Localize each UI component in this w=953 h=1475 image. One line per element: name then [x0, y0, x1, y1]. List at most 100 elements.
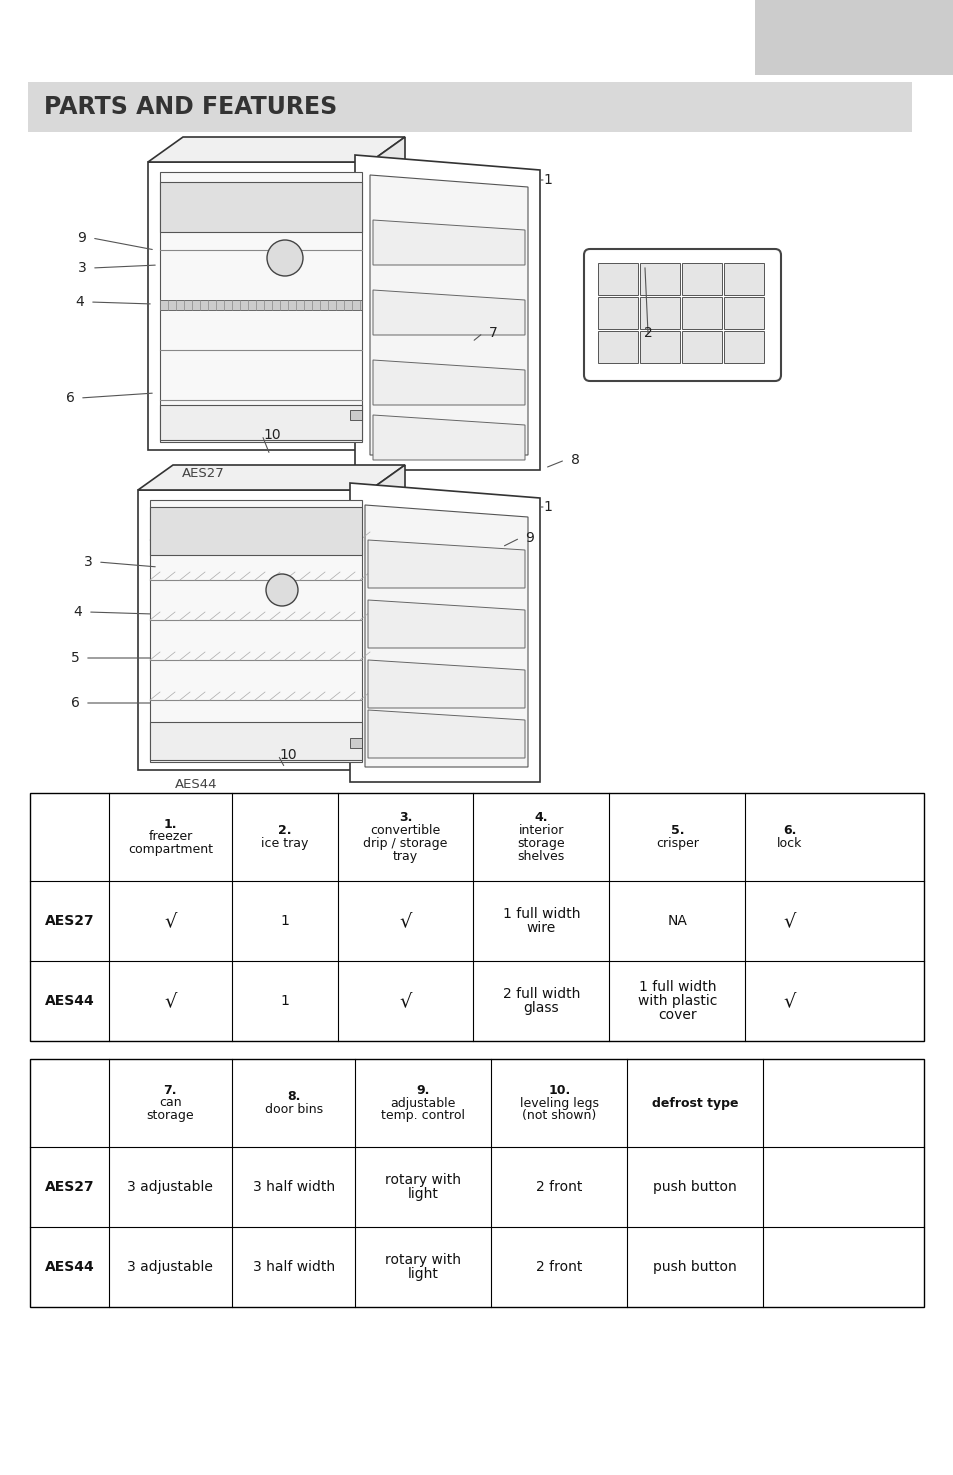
Text: rotary with: rotary with	[385, 1173, 461, 1187]
Polygon shape	[370, 176, 527, 454]
Bar	[681, 263, 721, 295]
Circle shape	[267, 240, 303, 276]
Text: storage: storage	[517, 836, 564, 850]
Polygon shape	[355, 155, 539, 471]
Bar	[30, 1059, 923, 1307]
Text: 1 full width: 1 full width	[638, 979, 716, 994]
Text: 6: 6	[71, 696, 79, 709]
Polygon shape	[138, 465, 405, 490]
Text: 2 front: 2 front	[536, 1260, 582, 1274]
Text: 1 full width: 1 full width	[502, 907, 579, 920]
Text: glass: glass	[523, 1002, 558, 1015]
Text: push button: push button	[653, 1180, 737, 1193]
Text: defrost type: defrost type	[651, 1096, 738, 1109]
Bar	[160, 173, 361, 442]
Bar	[639, 296, 679, 329]
Bar	[28, 83, 911, 131]
Text: light: light	[408, 1187, 438, 1201]
Bar	[681, 330, 721, 363]
Bar	[639, 330, 679, 363]
Text: PARTS AND FEATURES: PARTS AND FEATURES	[44, 94, 337, 119]
Text: 1: 1	[280, 994, 289, 1007]
Bar	[639, 263, 679, 295]
Bar	[598, 296, 638, 329]
Text: 2 full width: 2 full width	[502, 987, 579, 1002]
Text: AES44: AES44	[174, 777, 217, 791]
Bar	[723, 263, 763, 295]
FancyBboxPatch shape	[583, 249, 781, 381]
Text: 8.: 8.	[287, 1090, 300, 1103]
Polygon shape	[370, 465, 405, 770]
Text: AES44: AES44	[45, 1260, 94, 1274]
Text: 10.: 10.	[548, 1084, 570, 1096]
Text: √: √	[164, 991, 176, 1010]
Text: drip / storage: drip / storage	[363, 836, 447, 850]
Bar	[148, 162, 370, 450]
Polygon shape	[370, 137, 405, 450]
Bar	[150, 500, 361, 763]
Polygon shape	[365, 504, 527, 767]
Text: 2.: 2.	[277, 825, 292, 836]
Text: 10: 10	[263, 428, 280, 442]
Text: 3 half width: 3 half width	[253, 1180, 335, 1193]
Bar	[138, 490, 370, 770]
Text: cover: cover	[658, 1007, 696, 1022]
Text: 10: 10	[279, 748, 296, 763]
Bar	[160, 299, 361, 310]
Text: 9.: 9.	[416, 1084, 430, 1096]
Text: compartment: compartment	[128, 844, 213, 857]
Bar	[598, 330, 638, 363]
Text: 2 front: 2 front	[536, 1180, 582, 1193]
Text: 9: 9	[525, 531, 534, 544]
Text: ice tray: ice tray	[261, 836, 308, 850]
Text: 4: 4	[73, 605, 82, 620]
Text: storage: storage	[147, 1109, 194, 1122]
Circle shape	[266, 574, 297, 606]
Text: leveling legs: leveling legs	[519, 1096, 598, 1109]
Bar	[754, 0, 953, 75]
Text: temp. control: temp. control	[381, 1109, 465, 1122]
Text: freezer: freezer	[148, 830, 193, 844]
Text: 7: 7	[488, 326, 497, 341]
Text: 3 adjustable: 3 adjustable	[128, 1260, 213, 1274]
Text: √: √	[783, 991, 795, 1010]
Bar	[350, 738, 361, 748]
Bar	[681, 296, 721, 329]
Text: √: √	[783, 912, 795, 931]
Polygon shape	[368, 600, 524, 648]
Text: 3: 3	[84, 555, 92, 569]
Text: 3 half width: 3 half width	[253, 1260, 335, 1274]
Text: rotary with: rotary with	[385, 1252, 461, 1267]
Text: 8: 8	[570, 453, 578, 468]
Text: push button: push button	[653, 1260, 737, 1274]
Text: light: light	[408, 1267, 438, 1280]
Text: 3 adjustable: 3 adjustable	[128, 1180, 213, 1193]
Text: (not shown): (not shown)	[521, 1109, 596, 1122]
Text: lock: lock	[777, 836, 801, 850]
Text: 6: 6	[66, 391, 74, 406]
Text: 1: 1	[280, 914, 289, 928]
Text: 9: 9	[77, 232, 87, 245]
Polygon shape	[373, 291, 524, 335]
Text: AES27: AES27	[45, 914, 94, 928]
Text: √: √	[399, 912, 412, 931]
Polygon shape	[373, 360, 524, 406]
Text: AES44: AES44	[45, 994, 94, 1007]
Text: 4: 4	[75, 295, 84, 308]
Bar	[30, 794, 923, 1041]
Text: door bins: door bins	[264, 1103, 322, 1117]
Polygon shape	[373, 414, 524, 460]
Polygon shape	[368, 540, 524, 589]
Bar	[160, 406, 361, 440]
Bar	[350, 410, 361, 420]
Text: interior: interior	[518, 825, 563, 836]
Text: √: √	[164, 912, 176, 931]
Bar	[150, 721, 361, 760]
Polygon shape	[373, 220, 524, 266]
Bar	[723, 330, 763, 363]
Text: 5: 5	[71, 650, 79, 665]
Text: NA: NA	[666, 914, 686, 928]
Text: 7.: 7.	[163, 1084, 177, 1096]
Text: 6.: 6.	[782, 825, 796, 836]
Text: shelves: shelves	[517, 850, 564, 863]
